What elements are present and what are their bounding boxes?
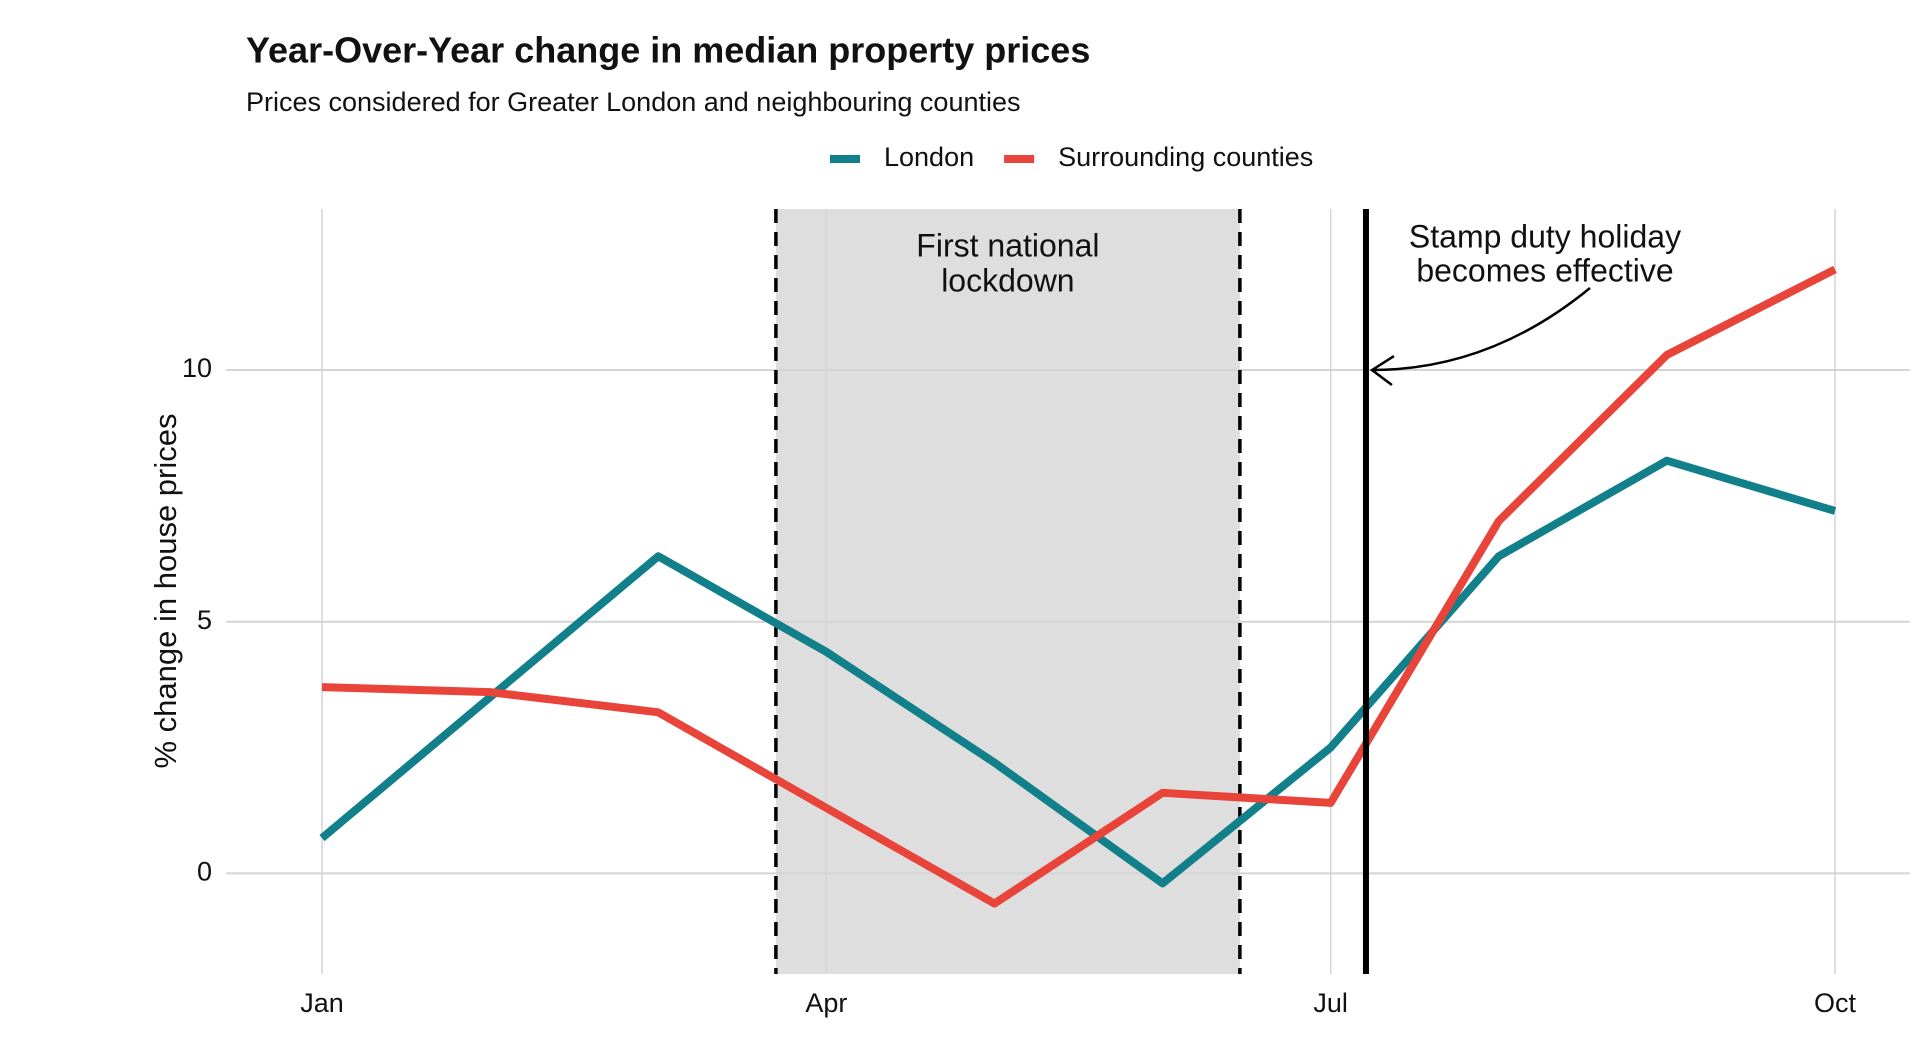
chart-title: Year-Over-Year change in median property… [246,30,1090,71]
data-line [319,456,1837,888]
data-line [321,265,1837,908]
y-tick-label: 10 [182,353,212,383]
event-label: becomes effective [1416,252,1673,288]
x-tick-label: Apr [805,988,847,1018]
x-tick-label: Oct [1814,988,1857,1018]
event-label: Stamp duty holiday [1409,218,1681,254]
annotation-arrow [1371,287,1591,372]
arrow-head [1369,354,1395,387]
region-label: lockdown [941,262,1074,298]
chart-subtitle: Prices considered for Greater London and… [246,87,1021,117]
x-tick-label: Jan [300,988,344,1018]
legend-label: Surrounding counties [1058,142,1313,172]
region-label: First national [916,227,1099,263]
y-tick-label: 0 [197,856,212,886]
y-tick-label: 5 [197,605,212,635]
x-tick-label: Jul [1313,988,1348,1018]
shaded-region [775,209,1240,974]
legend-label: London [884,142,974,172]
y-axis-label: % change in house prices [148,413,183,768]
